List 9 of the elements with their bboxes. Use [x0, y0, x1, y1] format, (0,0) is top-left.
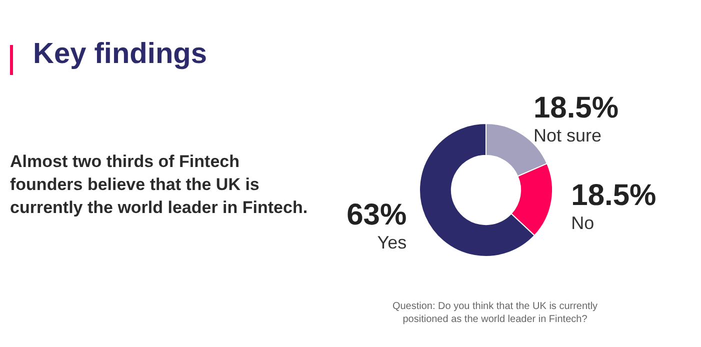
data-label: 63% — [346, 198, 407, 232]
chart-title: Key findings — [33, 38, 208, 71]
data-label: 18.5% — [571, 178, 656, 212]
slice-label: Not sure — [533, 126, 602, 146]
text: Question: Do you think that the UK is currently positioned as the world leader in Fintech? — [391, 300, 599, 326]
slice-label: Yes — [377, 232, 407, 252]
data-label: 18.5% — [533, 92, 619, 125]
text: Almost two thirds of Fintech founders believe that the UK is currently the world leader in Fintech. — [10, 151, 309, 219]
slice-label: No — [571, 212, 594, 233]
